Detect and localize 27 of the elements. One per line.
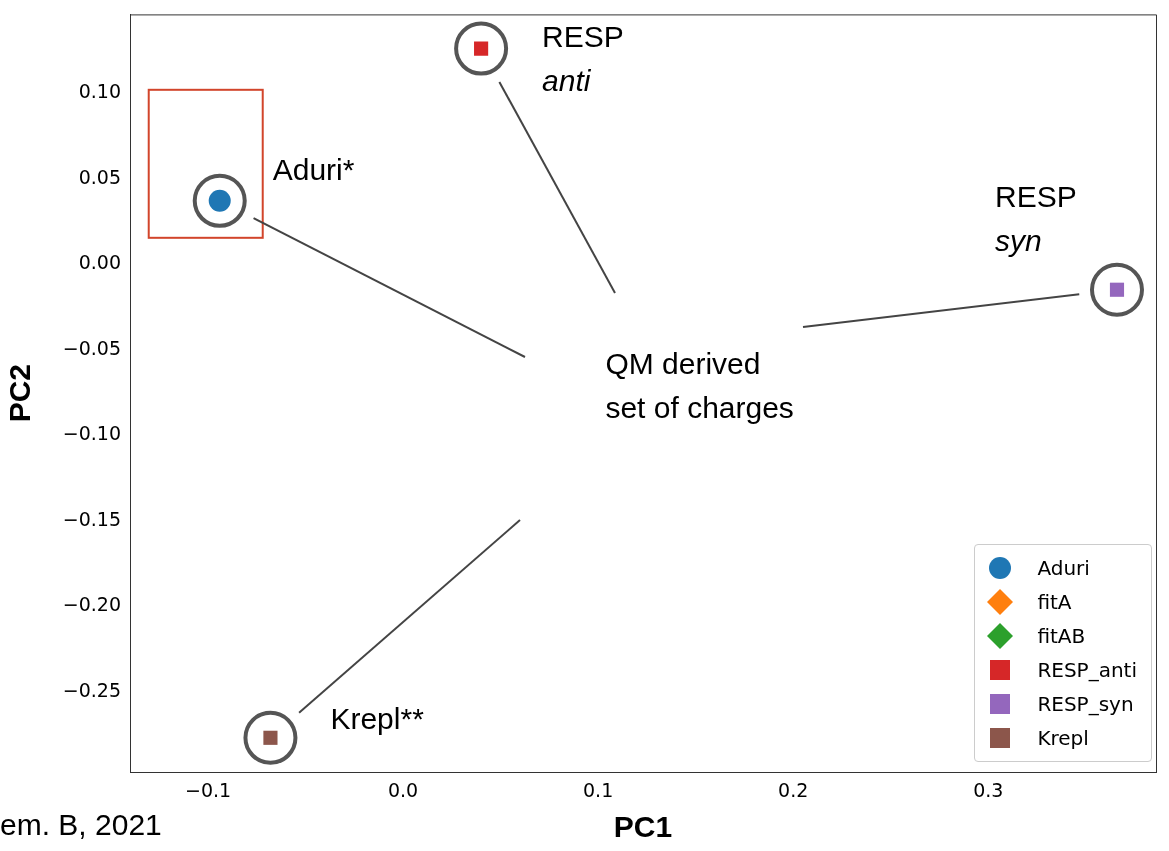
legend-label: RESP_anti xyxy=(1037,658,1137,682)
annotation: QM derived set of charges xyxy=(605,345,794,426)
y-tick-label: −0.10 xyxy=(62,422,121,445)
y-tick-label: 0.10 xyxy=(78,80,121,102)
annotation: Krepl** xyxy=(330,700,424,737)
y-tick-label: −0.15 xyxy=(62,507,121,530)
legend-label: Krepl xyxy=(1037,726,1089,750)
legend-label: fitA xyxy=(1037,590,1072,614)
y-tick-label: −0.20 xyxy=(62,593,121,616)
legend-label: fitAB xyxy=(1037,624,1086,648)
x-tick-label: 0.3 xyxy=(973,779,1004,802)
y-tick-label: −0.05 xyxy=(62,336,121,359)
y-axis-title: PC2 xyxy=(3,364,37,423)
x-tick-label: 0.1 xyxy=(583,779,614,802)
y-tick-label: −0.25 xyxy=(62,678,121,701)
legend-label: RESP_syn xyxy=(1037,692,1134,716)
annotation: RESP syn xyxy=(994,178,1077,259)
x-tick-label: 0.2 xyxy=(778,779,809,802)
x-tick-label: 0.0 xyxy=(387,779,419,802)
annotation: Aduri* xyxy=(272,151,355,188)
x-axis-title: PC1 xyxy=(613,810,673,844)
y-tick-label: 0.00 xyxy=(78,251,121,274)
legend-label: Aduri xyxy=(1037,556,1090,580)
x-tick-label: −0.1 xyxy=(184,779,232,802)
text: em. B, 2021 xyxy=(0,807,162,843)
annotation: RESP anti xyxy=(542,18,624,99)
y-tick-label: 0.05 xyxy=(78,165,121,188)
